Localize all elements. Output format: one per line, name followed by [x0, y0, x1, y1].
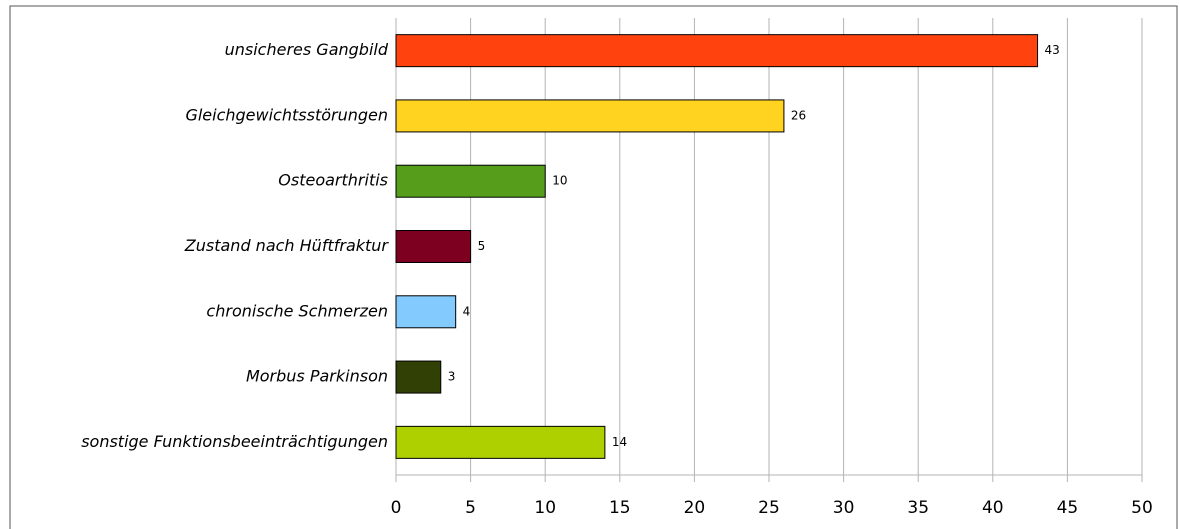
frame: [9, 5, 1178, 529]
x-tick-label: 10: [534, 498, 556, 518]
bar: [395, 425, 606, 459]
y-tick-label: Gleichgewichtsstörungen: [185, 105, 388, 124]
x-tick-label: 50: [1131, 498, 1153, 518]
x-tick-label: 35: [907, 498, 929, 518]
y-tick-label: Morbus Parkinson: [246, 367, 388, 386]
value-label: 14: [612, 435, 627, 449]
x-tick-label: 45: [1057, 498, 1079, 518]
y-tick-label: chronische Schmerzen: [206, 301, 388, 320]
value-label: 26: [791, 108, 806, 122]
bar: [395, 34, 1039, 68]
y-tick-label: Osteoarthritis: [278, 171, 388, 190]
x-tick-label: 15: [609, 498, 631, 518]
x-tick-label: 30: [833, 498, 855, 518]
value-label: 5: [478, 239, 486, 253]
bar: [395, 360, 442, 394]
x-tick-label: 40: [982, 498, 1004, 518]
y-tick-label: unsicheres Gangbild: [225, 40, 389, 59]
bar: [395, 99, 785, 133]
y-tick-label: Zustand nach Hüftfraktur: [184, 236, 390, 255]
value-label: 4: [463, 304, 471, 318]
value-label: 10: [552, 174, 567, 188]
value-label: 3: [448, 370, 456, 384]
bar: [395, 295, 457, 329]
bar: [395, 164, 546, 198]
x-tick-label: 25: [758, 498, 780, 518]
x-tick-label: 0: [391, 498, 402, 518]
bar: [395, 230, 472, 263]
x-tick-label: 20: [684, 498, 706, 518]
x-tick-label: 5: [465, 498, 476, 518]
value-label: 43: [1045, 43, 1060, 57]
y-tick-label: sonstige Funktionsbeeinträchtigungen: [81, 432, 388, 451]
